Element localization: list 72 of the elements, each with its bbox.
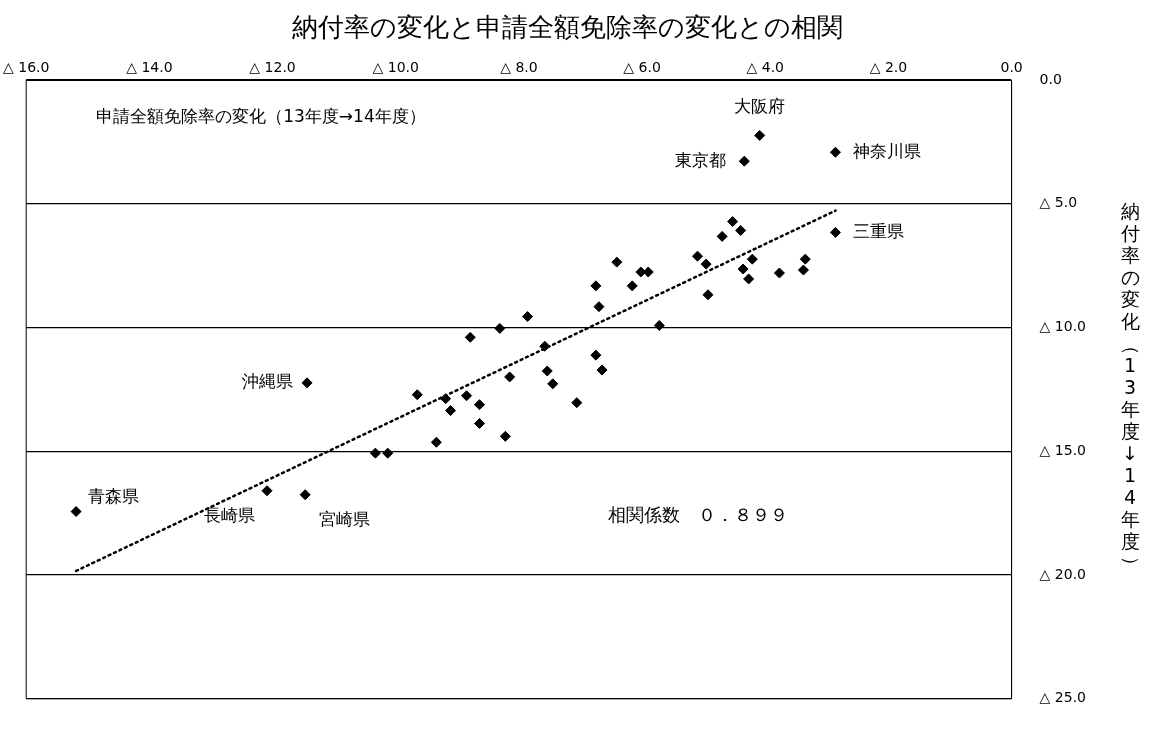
- point: [611, 256, 623, 268]
- point: [445, 405, 457, 417]
- annotation: 長崎県: [204, 505, 256, 526]
- y-tick-label: △ 5.0: [1039, 194, 1078, 211]
- y-tick-label: △ 10.0: [1039, 318, 1086, 335]
- point: [461, 390, 473, 402]
- point: [829, 226, 841, 238]
- point: [299, 489, 311, 501]
- x-tick-label: △ 14.0: [126, 59, 173, 76]
- point: [754, 129, 766, 141]
- point: [773, 267, 785, 279]
- y-tick-label: △ 15.0: [1039, 441, 1086, 458]
- x-tick-label: △ 16.0: [3, 59, 50, 76]
- x-tick-label: △ 2.0: [869, 59, 908, 76]
- x-tick-label: △ 8.0: [500, 59, 538, 76]
- x-tick-label: △ 12.0: [249, 59, 296, 76]
- point: [261, 485, 273, 497]
- point: [737, 263, 749, 275]
- y-tick-label: △ 25.0: [1039, 689, 1086, 706]
- point: [829, 146, 841, 158]
- annotation: 宮崎県: [319, 509, 371, 530]
- x-axis-title: 申請全額免除率の変化（13年度→14年度）: [96, 106, 426, 127]
- text: 納付率の変化（13年度↓14年度）: [1120, 200, 1144, 575]
- point: [626, 280, 638, 292]
- point: [411, 389, 423, 401]
- annotation: 神奈川県: [853, 140, 922, 161]
- point: [473, 399, 485, 411]
- point: [522, 311, 534, 323]
- x-tick-label: △ 4.0: [746, 59, 784, 76]
- annotation: 東京都: [675, 149, 727, 170]
- point: [593, 301, 605, 313]
- x-tick-label: 0.0: [1000, 59, 1023, 76]
- point: [301, 377, 313, 389]
- point: [716, 230, 728, 242]
- point: [369, 447, 381, 459]
- point: [746, 253, 758, 265]
- point: [590, 349, 602, 361]
- annotation: 三重県: [853, 220, 905, 241]
- point: [596, 364, 608, 376]
- point: [799, 253, 811, 265]
- annotation: 沖縄県: [242, 371, 294, 392]
- point: [541, 365, 553, 377]
- x-tick-label: △ 6.0: [623, 59, 661, 76]
- point: [547, 378, 559, 390]
- point: [653, 319, 665, 331]
- point: [590, 280, 602, 292]
- point: [440, 393, 452, 405]
- point: [692, 250, 704, 262]
- point: [70, 506, 82, 518]
- point: [735, 224, 747, 236]
- point: [738, 155, 750, 167]
- point: [494, 322, 506, 334]
- point: [700, 258, 712, 270]
- chart-title: 納付率の変化と申請全額免除率の変化との相関: [291, 12, 843, 43]
- point: [504, 371, 516, 383]
- point: [473, 417, 485, 429]
- annotation: 相関係数 ０．８９９: [607, 503, 788, 525]
- point: [797, 264, 809, 276]
- point: [539, 340, 551, 352]
- point: [727, 216, 739, 228]
- point: [382, 447, 394, 459]
- point: [743, 273, 755, 285]
- point: [464, 331, 476, 343]
- point: [499, 430, 511, 442]
- annotation: 大阪府: [734, 95, 786, 116]
- annotation: 青森県: [88, 485, 140, 506]
- y-tick-label: △ 20.0: [1039, 565, 1086, 582]
- x-tick-label: △ 10.0: [372, 59, 419, 76]
- y-tick-label: 0.0: [1039, 70, 1062, 87]
- point: [702, 289, 714, 301]
- point: [430, 436, 442, 448]
- point: [571, 397, 583, 409]
